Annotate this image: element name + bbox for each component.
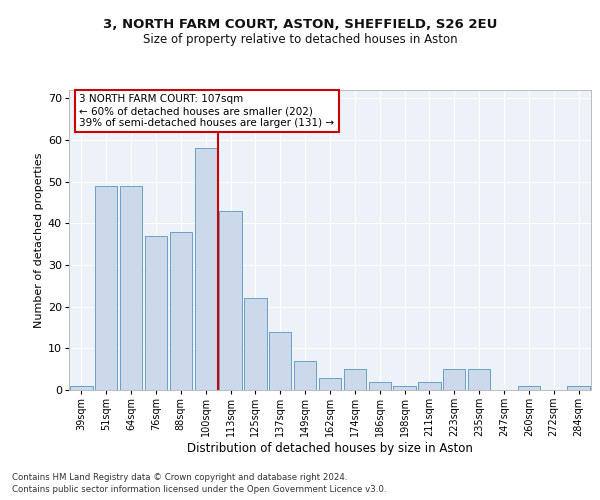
X-axis label: Distribution of detached houses by size in Aston: Distribution of detached houses by size … (187, 442, 473, 455)
Text: Contains HM Land Registry data © Crown copyright and database right 2024.: Contains HM Land Registry data © Crown c… (12, 472, 347, 482)
Bar (244, 298, 266, 390)
Bar (568, 386, 590, 390)
Bar (468, 369, 490, 390)
Text: Contains public sector information licensed under the Open Government Licence v3: Contains public sector information licen… (12, 485, 386, 494)
Bar (344, 369, 366, 390)
Bar (145, 236, 167, 390)
Bar (368, 382, 391, 390)
Bar (194, 148, 217, 390)
Bar (170, 232, 192, 390)
Bar (220, 211, 242, 390)
Text: 3 NORTH FARM COURT: 107sqm
← 60% of detached houses are smaller (202)
39% of sem: 3 NORTH FARM COURT: 107sqm ← 60% of deta… (79, 94, 335, 128)
Bar (70, 386, 92, 390)
Bar (120, 186, 142, 390)
Bar (319, 378, 341, 390)
Bar (269, 332, 292, 390)
Text: Size of property relative to detached houses in Aston: Size of property relative to detached ho… (143, 32, 457, 46)
Bar (394, 386, 416, 390)
Bar (418, 382, 440, 390)
Bar (443, 369, 466, 390)
Bar (294, 361, 316, 390)
Y-axis label: Number of detached properties: Number of detached properties (34, 152, 44, 328)
Text: 3, NORTH FARM COURT, ASTON, SHEFFIELD, S26 2EU: 3, NORTH FARM COURT, ASTON, SHEFFIELD, S… (103, 18, 497, 30)
Bar (95, 186, 118, 390)
Bar (518, 386, 540, 390)
